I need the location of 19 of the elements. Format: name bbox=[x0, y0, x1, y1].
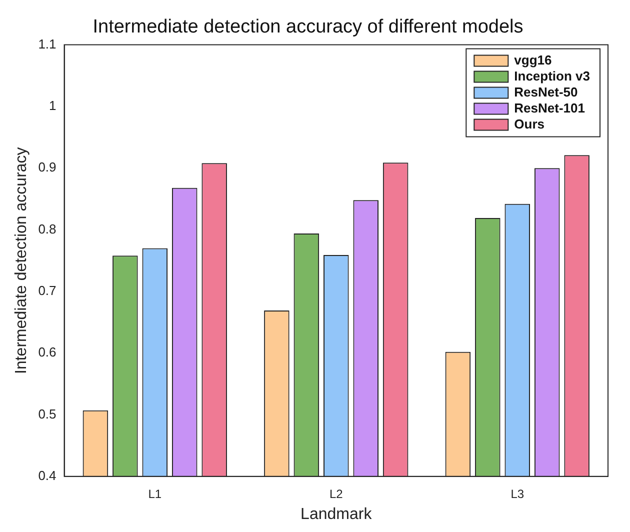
y-axis-title: Intermediate detection accuracy bbox=[13, 147, 30, 374]
y-tick-label: 1 bbox=[49, 98, 56, 114]
x-tick-label: L2 bbox=[329, 486, 344, 501]
x-axis-title: Landmark bbox=[300, 506, 373, 523]
y-tick-label: 0.6 bbox=[38, 344, 56, 360]
legend-label: Ours bbox=[514, 116, 544, 132]
y-tick-label: 0.7 bbox=[38, 283, 56, 298]
legend-label: vgg16 bbox=[514, 52, 552, 68]
y-tick-label: 0.4 bbox=[38, 468, 56, 483]
chart-title: Intermediate detection accuracy of different models bbox=[92, 16, 524, 38]
y-tick-label: 0.5 bbox=[38, 406, 56, 422]
legend-label: ResNet-101 bbox=[514, 100, 585, 116]
y-tick-label: 1.1 bbox=[38, 36, 56, 52]
x-tick-label: L3 bbox=[510, 486, 524, 501]
legend-label: Inception v3 bbox=[514, 68, 590, 84]
legend-label: ResNet-50 bbox=[514, 84, 578, 100]
y-tick-label: 0.8 bbox=[38, 221, 56, 236]
y-tick-label: 0.9 bbox=[38, 160, 56, 175]
x-tick-label: L1 bbox=[148, 486, 162, 501]
